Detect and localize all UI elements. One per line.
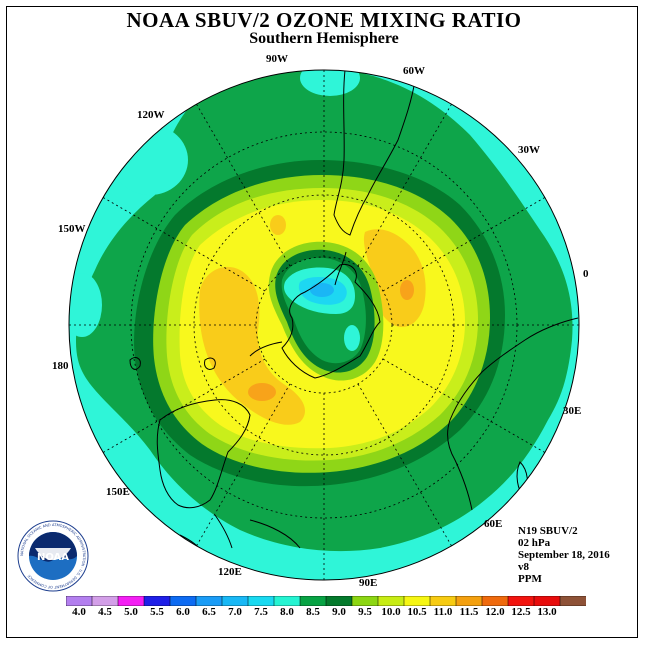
plot-frame (6, 6, 638, 638)
field-8-0-inner (344, 325, 360, 351)
colorbar-tick-label: 11.0 (433, 606, 453, 618)
lon-label-60e: 60E (484, 518, 503, 530)
colorbar-tick-label: 13.0 (537, 606, 557, 618)
lon-label-180: 180 (52, 360, 69, 372)
map-subtitle: Southern Hemisphere (249, 30, 399, 47)
colorbar-swatch (325, 596, 353, 606)
colorbar-tick-label: 7.5 (254, 606, 268, 618)
meridian-line (196, 103, 291, 267)
colorbar-swatch (351, 596, 379, 606)
colorbar-tick-label: 12.5 (511, 606, 531, 618)
colorbar-tick-label: 9.0 (332, 606, 346, 618)
meridian-line (196, 383, 291, 547)
colorbar-tick-label: 4.0 (72, 606, 86, 618)
colorbar-swatch (221, 596, 249, 606)
colorbar-tick-label: 9.5 (358, 606, 372, 618)
lon-label-90w: 90W (266, 53, 288, 65)
colorbar-tick-label: 4.5 (98, 606, 112, 618)
meridian-line (382, 358, 546, 453)
meridians (69, 70, 579, 580)
units-label: PPM (518, 573, 542, 585)
meridian-line (357, 103, 452, 267)
colorbar-swatch (507, 596, 535, 606)
field-11-5 (400, 280, 414, 300)
colorbar-tick-label: 8.0 (280, 606, 294, 618)
lon-label-120e: 120E (218, 566, 242, 578)
field-11-0 (270, 215, 286, 235)
colorbar-swatch (403, 596, 431, 606)
colorbar-swatch (66, 596, 93, 606)
lon-label-30e: 30E (563, 405, 582, 417)
colorbar-swatch (169, 596, 197, 606)
colorbar-swatch (559, 596, 586, 606)
meridian-line (357, 383, 452, 547)
field-8-0-blob (112, 125, 188, 195)
meridian-line (382, 197, 546, 292)
colorbar-tick-label: 5.5 (150, 606, 164, 618)
colorbar (66, 596, 586, 606)
lon-label-150w: 150W (58, 223, 86, 235)
field-8-0-blob (69, 273, 102, 337)
colorbar-swatch (429, 596, 457, 606)
colorbar-tick-label: 7.0 (228, 606, 242, 618)
colorbar-tick-label: 5.0 (124, 606, 138, 618)
colorbar-swatch (273, 596, 301, 606)
map-boundary (68, 69, 580, 581)
field-7-0-inner (310, 283, 334, 297)
colorbar-swatch (481, 596, 509, 606)
colorbar-tick-label: 6.5 (202, 606, 216, 618)
map-title: NOAA SBUV/2 OZONE MIXING RATIO (126, 8, 522, 32)
lon-label-30w: 30W (518, 144, 540, 156)
colorbar-tick-label: 10.5 (407, 606, 427, 618)
field-8-0-blob (300, 70, 360, 96)
field-11-5 (248, 383, 276, 401)
logo-text: NOAA (37, 552, 69, 563)
lon-label-90e: 90E (359, 577, 378, 589)
satellite-label: N19 SBUV/2 (518, 525, 578, 537)
colorbar-tick-label: 12.0 (485, 606, 505, 618)
colorbar-swatch (143, 596, 171, 606)
colorbar-swatch (91, 596, 119, 606)
colorbar-swatch (377, 596, 405, 606)
colorbar-tick-label: 10.0 (381, 606, 401, 618)
info-block: N19 SBUV/2 02 hPa September 18, 2016 v8 … (518, 525, 610, 585)
noaa-logo: NATIONAL OCEANIC AND ATMOSPHERIC ADMINIS… (17, 520, 89, 592)
field-11-0 (199, 266, 305, 425)
meridian-line (102, 197, 266, 292)
level-label: 02 hPa (518, 537, 551, 549)
colorbar-swatch (117, 596, 145, 606)
colorbar-swatch (455, 596, 483, 606)
colorbar-swatch (247, 596, 275, 606)
lon-label-150e: 150E (106, 486, 130, 498)
colorbar-swatch (533, 596, 561, 606)
colorbar-tick-label: 8.5 (306, 606, 320, 618)
lon-label-60w: 60W (403, 65, 425, 77)
colorbar-swatch (299, 596, 327, 606)
colorbar-tick-label: 11.5 (459, 606, 479, 618)
meridian-line (102, 358, 266, 453)
colorbar-swatch (195, 596, 223, 606)
version-label: v8 (518, 561, 529, 573)
date-label: September 18, 2016 (518, 549, 610, 561)
colorbar-tick-label: 6.0 (176, 606, 190, 618)
lon-label-120w: 120W (137, 109, 165, 121)
lon-label-0: 0 (583, 268, 589, 280)
